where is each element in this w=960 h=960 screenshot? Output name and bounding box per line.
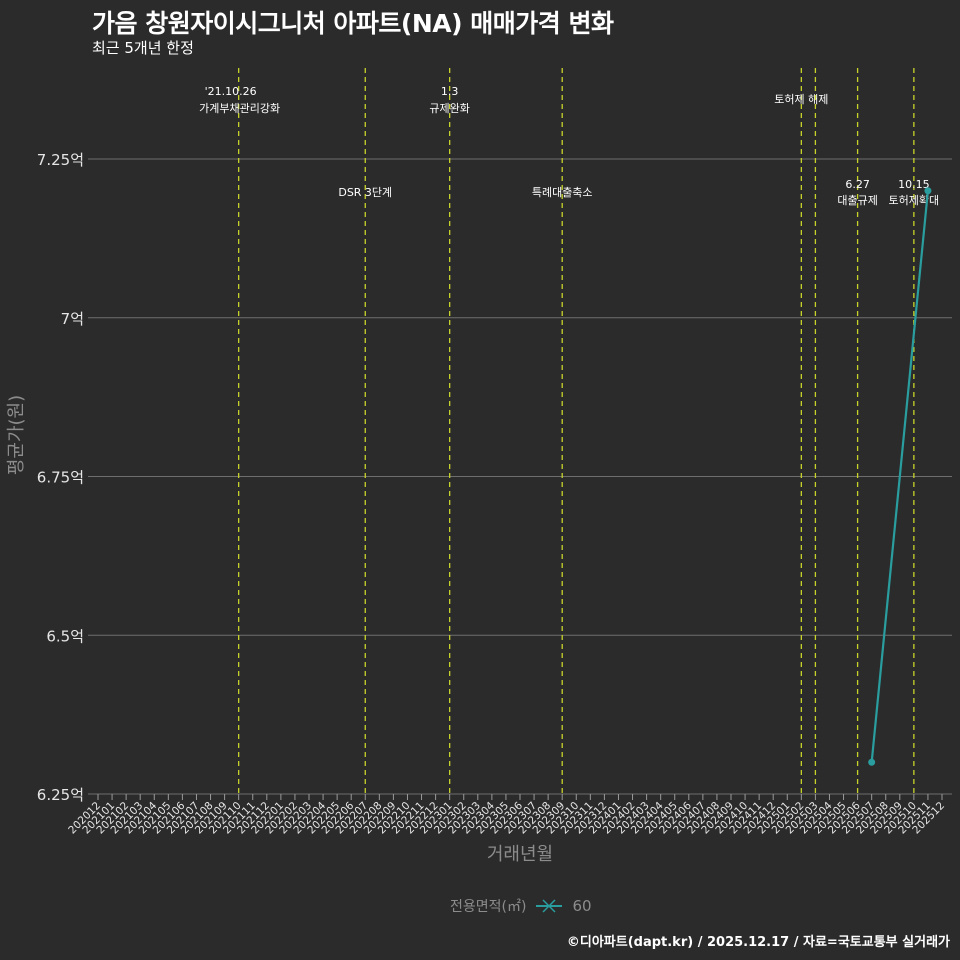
event-label: 토허제확대 — [889, 194, 940, 207]
event-date: '21.10.26 — [205, 85, 257, 98]
event-date: 6.27 — [845, 178, 870, 191]
legend-title: 전용면적(㎡) — [450, 899, 527, 915]
event-label: 대출규제 — [837, 194, 877, 207]
legend-line-cross-icon — [536, 899, 563, 913]
event-date: 10.15 — [898, 178, 930, 191]
legend: 전용면적(㎡) 60 — [450, 896, 592, 916]
chart-title: 가음 창원자이시그니처 아파트(NA) 매매가격 변화 — [92, 9, 614, 38]
y-axis-title: 평균가(원) — [6, 395, 27, 475]
data-point[interactable] — [868, 758, 876, 766]
y-tick-label: 7억 — [61, 310, 84, 328]
event-label: 규제완화 — [429, 102, 469, 115]
legend-item-60: 60 — [572, 897, 592, 915]
data-point[interactable] — [924, 187, 932, 195]
y-tick-label: 7.25억 — [37, 151, 84, 169]
event-label: 가계부채관리강화 — [199, 102, 280, 115]
event-label: DSR 3단계 — [338, 186, 392, 199]
series-line — [870, 190, 930, 763]
x-axis-title: 거래년월 — [487, 844, 553, 865]
y-tick-label: 6.25억 — [37, 786, 84, 804]
event-label: 토허제 해제 — [774, 92, 828, 106]
chart-subtitle: 최근 5개년 한정 — [92, 39, 194, 57]
y-tick-label: 6.75억 — [37, 469, 84, 487]
event-label: 특례대출축소 — [532, 186, 593, 199]
source-caption: ©디아파트(dapt.kr) / 2025.12.17 / 자료=국토교통부 실… — [566, 935, 950, 950]
event-date: 1.3 — [441, 85, 459, 98]
y-tick-label: 6.5억 — [46, 627, 84, 645]
